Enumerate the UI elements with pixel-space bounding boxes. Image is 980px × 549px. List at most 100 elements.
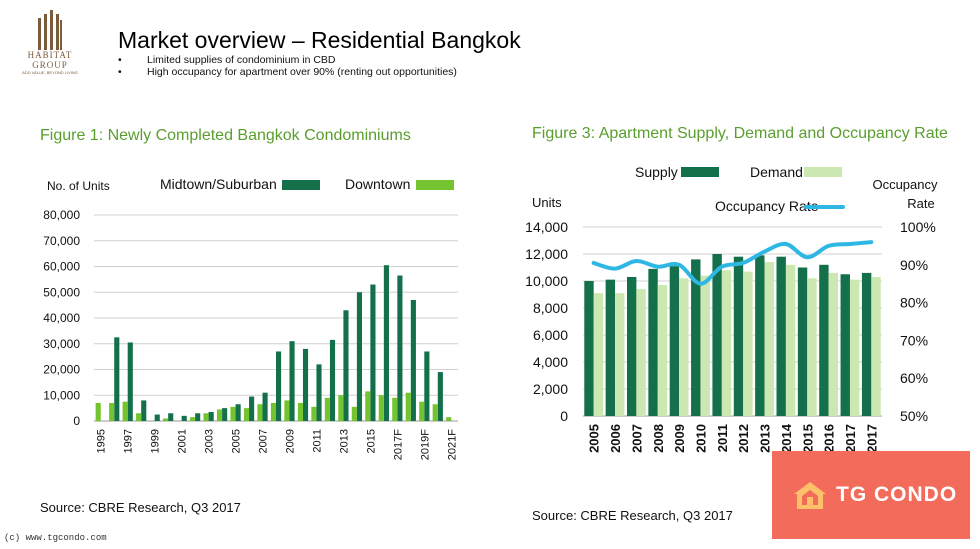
bar-midtown bbox=[222, 408, 228, 421]
x-tick-label: 2017 bbox=[864, 424, 879, 453]
bar-midtown bbox=[356, 292, 363, 421]
x-tick-label: 2012 bbox=[736, 424, 751, 453]
y-tick-label: 0 bbox=[560, 408, 568, 424]
bar-midtown bbox=[397, 275, 403, 421]
bar-midtown bbox=[424, 351, 430, 421]
bar-midtown bbox=[154, 414, 160, 421]
bar-supply bbox=[584, 281, 594, 416]
y-tick-label: 10,000 bbox=[525, 273, 568, 289]
bar-midtown bbox=[437, 372, 443, 421]
y-tick-label: 8,000 bbox=[533, 300, 568, 316]
bar-downtown bbox=[163, 418, 169, 421]
bar-demand bbox=[679, 278, 689, 416]
bar-supply bbox=[712, 254, 722, 416]
bar-supply bbox=[755, 255, 765, 416]
bar-midtown bbox=[410, 299, 416, 421]
bar-midtown bbox=[141, 400, 147, 421]
tgcondo-badge[interactable]: TG CONDO bbox=[772, 451, 970, 539]
bar-demand bbox=[764, 262, 774, 416]
bar-demand bbox=[871, 276, 881, 416]
bar-midtown bbox=[114, 337, 120, 421]
x-tick-label: 2006 bbox=[608, 424, 623, 453]
bar-supply bbox=[605, 279, 616, 416]
bar-demand bbox=[785, 264, 796, 416]
company-logo: HABITAT GROUP ADD VALUE, BEYOND LIVING bbox=[22, 10, 78, 76]
x-tick-label: 2011 bbox=[715, 424, 730, 452]
legend-swatch bbox=[416, 180, 454, 190]
bar-downtown bbox=[432, 404, 438, 421]
bar-midtown bbox=[249, 396, 255, 421]
figure1-source: Source: CBRE Research, Q3 2017 bbox=[40, 500, 241, 515]
badge-text: TG CONDO bbox=[836, 483, 958, 506]
bar-downtown bbox=[270, 402, 276, 421]
house-logo-icon bbox=[794, 482, 826, 509]
x-tick-label: 2009 bbox=[672, 424, 687, 453]
bar-demand bbox=[807, 278, 817, 416]
occupancy-line bbox=[591, 240, 874, 286]
bar-downtown bbox=[419, 401, 425, 421]
bar-midtown bbox=[208, 411, 214, 421]
bar-midtown bbox=[235, 404, 241, 421]
x-tick-label: 1999 bbox=[150, 429, 162, 453]
bar-demand bbox=[849, 279, 860, 416]
bar-supply bbox=[776, 256, 786, 416]
bar-downtown bbox=[203, 413, 209, 421]
bar-supply bbox=[797, 267, 808, 416]
bar-midtown bbox=[181, 415, 187, 421]
bar-midtown bbox=[127, 342, 133, 421]
bar-downtown bbox=[365, 391, 371, 421]
legend-label: Midtown/Suburban bbox=[160, 176, 277, 192]
y2-tick-label: 50% bbox=[900, 408, 928, 424]
x-tick-label: 2014 bbox=[779, 423, 794, 453]
x-tick-label: 2008 bbox=[651, 424, 666, 453]
y2-tick-label: 60% bbox=[900, 370, 928, 386]
bar-downtown bbox=[378, 395, 384, 421]
bar-downtown bbox=[324, 397, 330, 421]
legend-swatch bbox=[282, 180, 320, 190]
bar-downtown bbox=[189, 417, 196, 421]
bar-downtown bbox=[297, 402, 303, 421]
bar-downtown bbox=[392, 397, 398, 421]
bar-midtown bbox=[302, 348, 309, 421]
x-tick-label: 2015 bbox=[800, 424, 815, 453]
y-tick-label: 12,000 bbox=[525, 246, 568, 262]
bar-downtown bbox=[216, 409, 223, 421]
x-tick-label: 2003 bbox=[204, 429, 216, 453]
y-tick-label: 20,000 bbox=[43, 363, 80, 377]
y-tick-label: 0 bbox=[73, 414, 80, 428]
bullet-item: Limited supplies of condominium in CBD bbox=[118, 54, 457, 66]
bar-downtown bbox=[230, 406, 236, 421]
y2-tick-label: 80% bbox=[900, 295, 928, 311]
bar-demand bbox=[636, 289, 646, 416]
bar-downtown bbox=[284, 400, 290, 421]
y2-tick-label: 100% bbox=[900, 219, 936, 235]
bar-midtown bbox=[262, 392, 268, 421]
bullet-list: Limited supplies of condominium in CBD H… bbox=[118, 54, 457, 78]
bar-downtown bbox=[351, 406, 357, 421]
legend-label: Supply bbox=[635, 164, 678, 180]
bar-supply bbox=[840, 274, 850, 416]
figure3-title: Figure 3: Apartment Supply, Demand and O… bbox=[532, 125, 948, 142]
bar-midtown bbox=[383, 265, 389, 421]
x-tick-label: 2015 bbox=[365, 429, 377, 453]
bullet-item: High occupancy for apartment over 90% (r… bbox=[118, 66, 457, 78]
bar-midtown bbox=[329, 339, 336, 421]
x-tick-label: 2016 bbox=[822, 424, 837, 453]
y-tick-label: 2,000 bbox=[533, 381, 568, 397]
y-axis-title: Units bbox=[532, 195, 562, 210]
copyright-text: (c) www.tgcondo.com bbox=[4, 533, 107, 543]
x-tick-label: 2005 bbox=[587, 424, 602, 453]
legend-label: Downtown bbox=[345, 176, 410, 192]
x-tick-label: 2007 bbox=[258, 429, 270, 453]
x-tick-label: 2009 bbox=[284, 429, 296, 453]
bar-demand bbox=[743, 271, 753, 416]
bar-midtown bbox=[289, 341, 295, 421]
x-tick-label: 2021F bbox=[446, 429, 458, 460]
bar-demand bbox=[828, 272, 839, 416]
bar-downtown bbox=[95, 402, 101, 421]
figure3-source: Source: CBRE Research, Q3 2017 bbox=[532, 508, 733, 523]
bar-midtown bbox=[343, 310, 349, 421]
bar-midtown bbox=[168, 413, 174, 421]
bar-demand bbox=[593, 293, 604, 416]
